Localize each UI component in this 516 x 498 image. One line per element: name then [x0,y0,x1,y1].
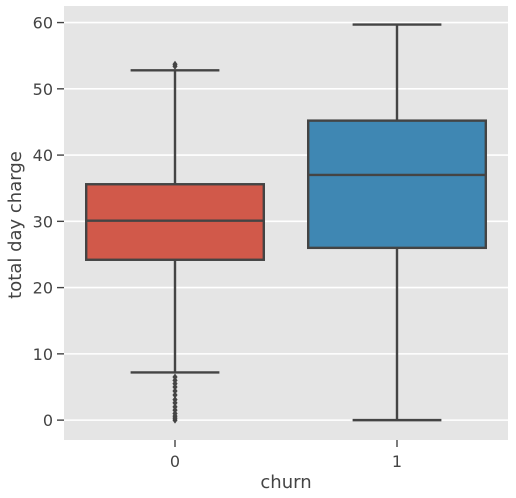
outlier-point [172,387,178,395]
box-1 [307,23,488,422]
outlier-point [172,391,178,399]
outlier-point [172,403,178,411]
y-axis: 0 10 20 30 40 50 60 [33,14,64,430]
boxes [84,23,488,424]
y-tick-label: 40 [33,146,53,165]
x-axis-label: churn [260,472,311,493]
x-tick-label: 1 [392,452,402,471]
x-tick-label: 0 [170,452,180,471]
y-tick-label: 0 [43,411,53,430]
outlier-point [172,396,178,404]
outlier-point [172,373,178,381]
iqr-box [84,183,266,261]
y-axis-label: total day charge [5,151,26,299]
y-tick-label: 20 [33,279,53,298]
y-tick-label: 60 [33,14,53,33]
y-tick-label: 50 [33,80,53,99]
iqr-box [307,119,488,250]
outlier-point [172,60,178,68]
box-0 [84,60,266,424]
y-tick-label: 30 [33,212,53,231]
y-tick-label: 10 [33,345,53,364]
